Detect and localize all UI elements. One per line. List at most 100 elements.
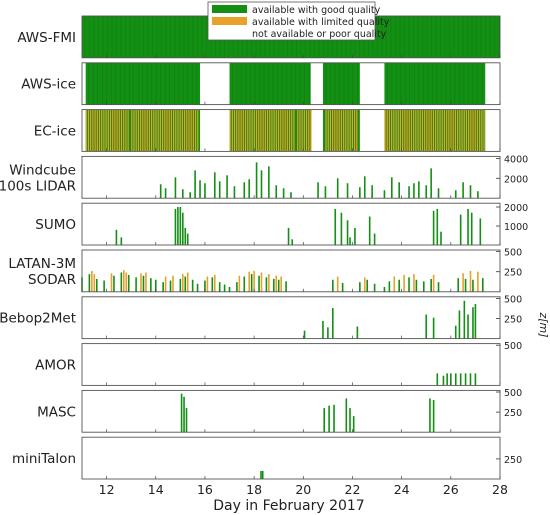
good-profile-bar [470,212,473,245]
good-profile-bar [366,279,369,292]
good-profile-bar [324,186,327,199]
good-profile-bar [243,276,246,292]
y-tick-label: 250 [504,408,522,419]
good-profile-bar [436,208,439,245]
limited-interval-stripe [114,109,116,152]
limited-interval-stripe [172,109,175,152]
good-profile-bar [250,274,253,292]
limited-interval-stripe [275,109,277,152]
good-profile-bar [479,218,482,245]
limited-interval-stripe [125,109,127,152]
legend-swatch-good [212,5,247,13]
good-profile-bar [182,189,184,199]
good-profile-bar [194,170,196,199]
limited-interval-stripe [463,109,465,152]
good-profile-bar [345,398,348,433]
limited-interval-stripe [150,109,153,152]
limited-interval-stripe [229,109,231,152]
panel-amor: AMOR 500 [35,341,522,386]
limited-interval-stripe [351,109,354,152]
good-profile-bar [430,168,432,199]
limited-interval-stripe [94,109,96,152]
good-profile-bar [388,281,391,292]
good-profile-bar [333,404,335,433]
good-profile-bar [272,278,275,292]
panel-label: AWS-FMI [17,30,76,46]
limited-interval-stripe [338,109,340,152]
limited-interval-stripe [159,109,161,152]
limited-interval-stripe [340,109,343,152]
good-profile-bar [398,279,400,292]
good-profile-bar [450,373,452,386]
limited-interval-stripe [179,109,181,152]
good-profile-bar [303,330,306,339]
limited-profile-bar [186,272,189,292]
good-profile-bar [150,278,152,292]
good-profile-bar [436,373,439,386]
limited-interval-stripe [133,109,135,152]
limited-interval-stripe [406,109,408,152]
y-tick-label: 500 [504,388,522,399]
good-interval [229,62,311,105]
limited-profile-bar [260,272,263,292]
limited-interval-stripe [260,109,262,152]
limited-interval-stripe [131,109,133,152]
good-profile-bar [373,233,376,245]
limited-interval-stripe [388,109,391,152]
limited-interval-stripe [310,109,312,152]
limited-interval-stripe [336,109,338,152]
good-profile-bar [408,277,410,292]
limited-interval-stripe [280,109,282,152]
limited-profile-bar [125,272,128,292]
good-profile-bar [415,279,418,292]
panel-frame [81,62,501,106]
good-profile-bar [120,237,123,245]
limited-interval-stripe [393,109,395,152]
limited-interval-stripe [465,109,468,152]
limited-profile-bar [172,275,174,292]
limited-interval-stripe [194,109,197,152]
good-profile-bar [275,185,278,199]
good-profile-bar [174,208,177,245]
y-tick-label: 500 [504,294,522,305]
limited-interval-stripe [249,109,251,152]
y-tick-label: 2000 [504,174,528,185]
limited-profile-bar [123,270,125,292]
good-profile-bar [322,320,324,339]
good-profile-bar [88,274,91,292]
panel-label: Bebop2Met [0,311,76,327]
good-profile-bar [356,326,359,339]
good-profile-bar [463,300,466,339]
good-profile-bar [164,188,167,199]
y-tick-label: 500 [504,341,522,352]
good-profile-bar [261,470,264,479]
limited-interval-stripe [286,109,288,152]
good-profile-bar [413,183,415,199]
limited-interval-stripe [273,109,275,152]
limited-profile-bar [413,274,415,292]
panel-frame [81,296,501,340]
good-profile-bar [354,227,356,245]
good-profile-bar [373,283,376,292]
good-profile-bar [204,183,206,199]
limited-interval-stripe [244,109,247,152]
good-profile-bar [260,470,262,479]
limited-interval-stripe [345,109,347,152]
x-axis: 12 14 16 18 20 22 24 26 28 [99,482,508,497]
good-profile-bar [336,178,339,199]
limited-interval-stripe [168,109,170,152]
limited-profile-bar [182,274,184,292]
good-profile-bar [334,208,337,245]
limited-interval-stripe [428,109,430,152]
limited-interval-stripe [269,109,271,152]
limited-interval-stripe [188,109,190,152]
limited-interval-stripe [142,109,144,152]
x-tick-label: 20 [295,482,311,497]
good-profile-bar [183,396,185,433]
good-profile-bar [228,286,231,292]
x-tick-label: 18 [246,482,262,497]
limited-interval-stripe [181,109,183,152]
limited-interval-stripe [334,109,336,152]
good-profile-bar [346,183,349,199]
